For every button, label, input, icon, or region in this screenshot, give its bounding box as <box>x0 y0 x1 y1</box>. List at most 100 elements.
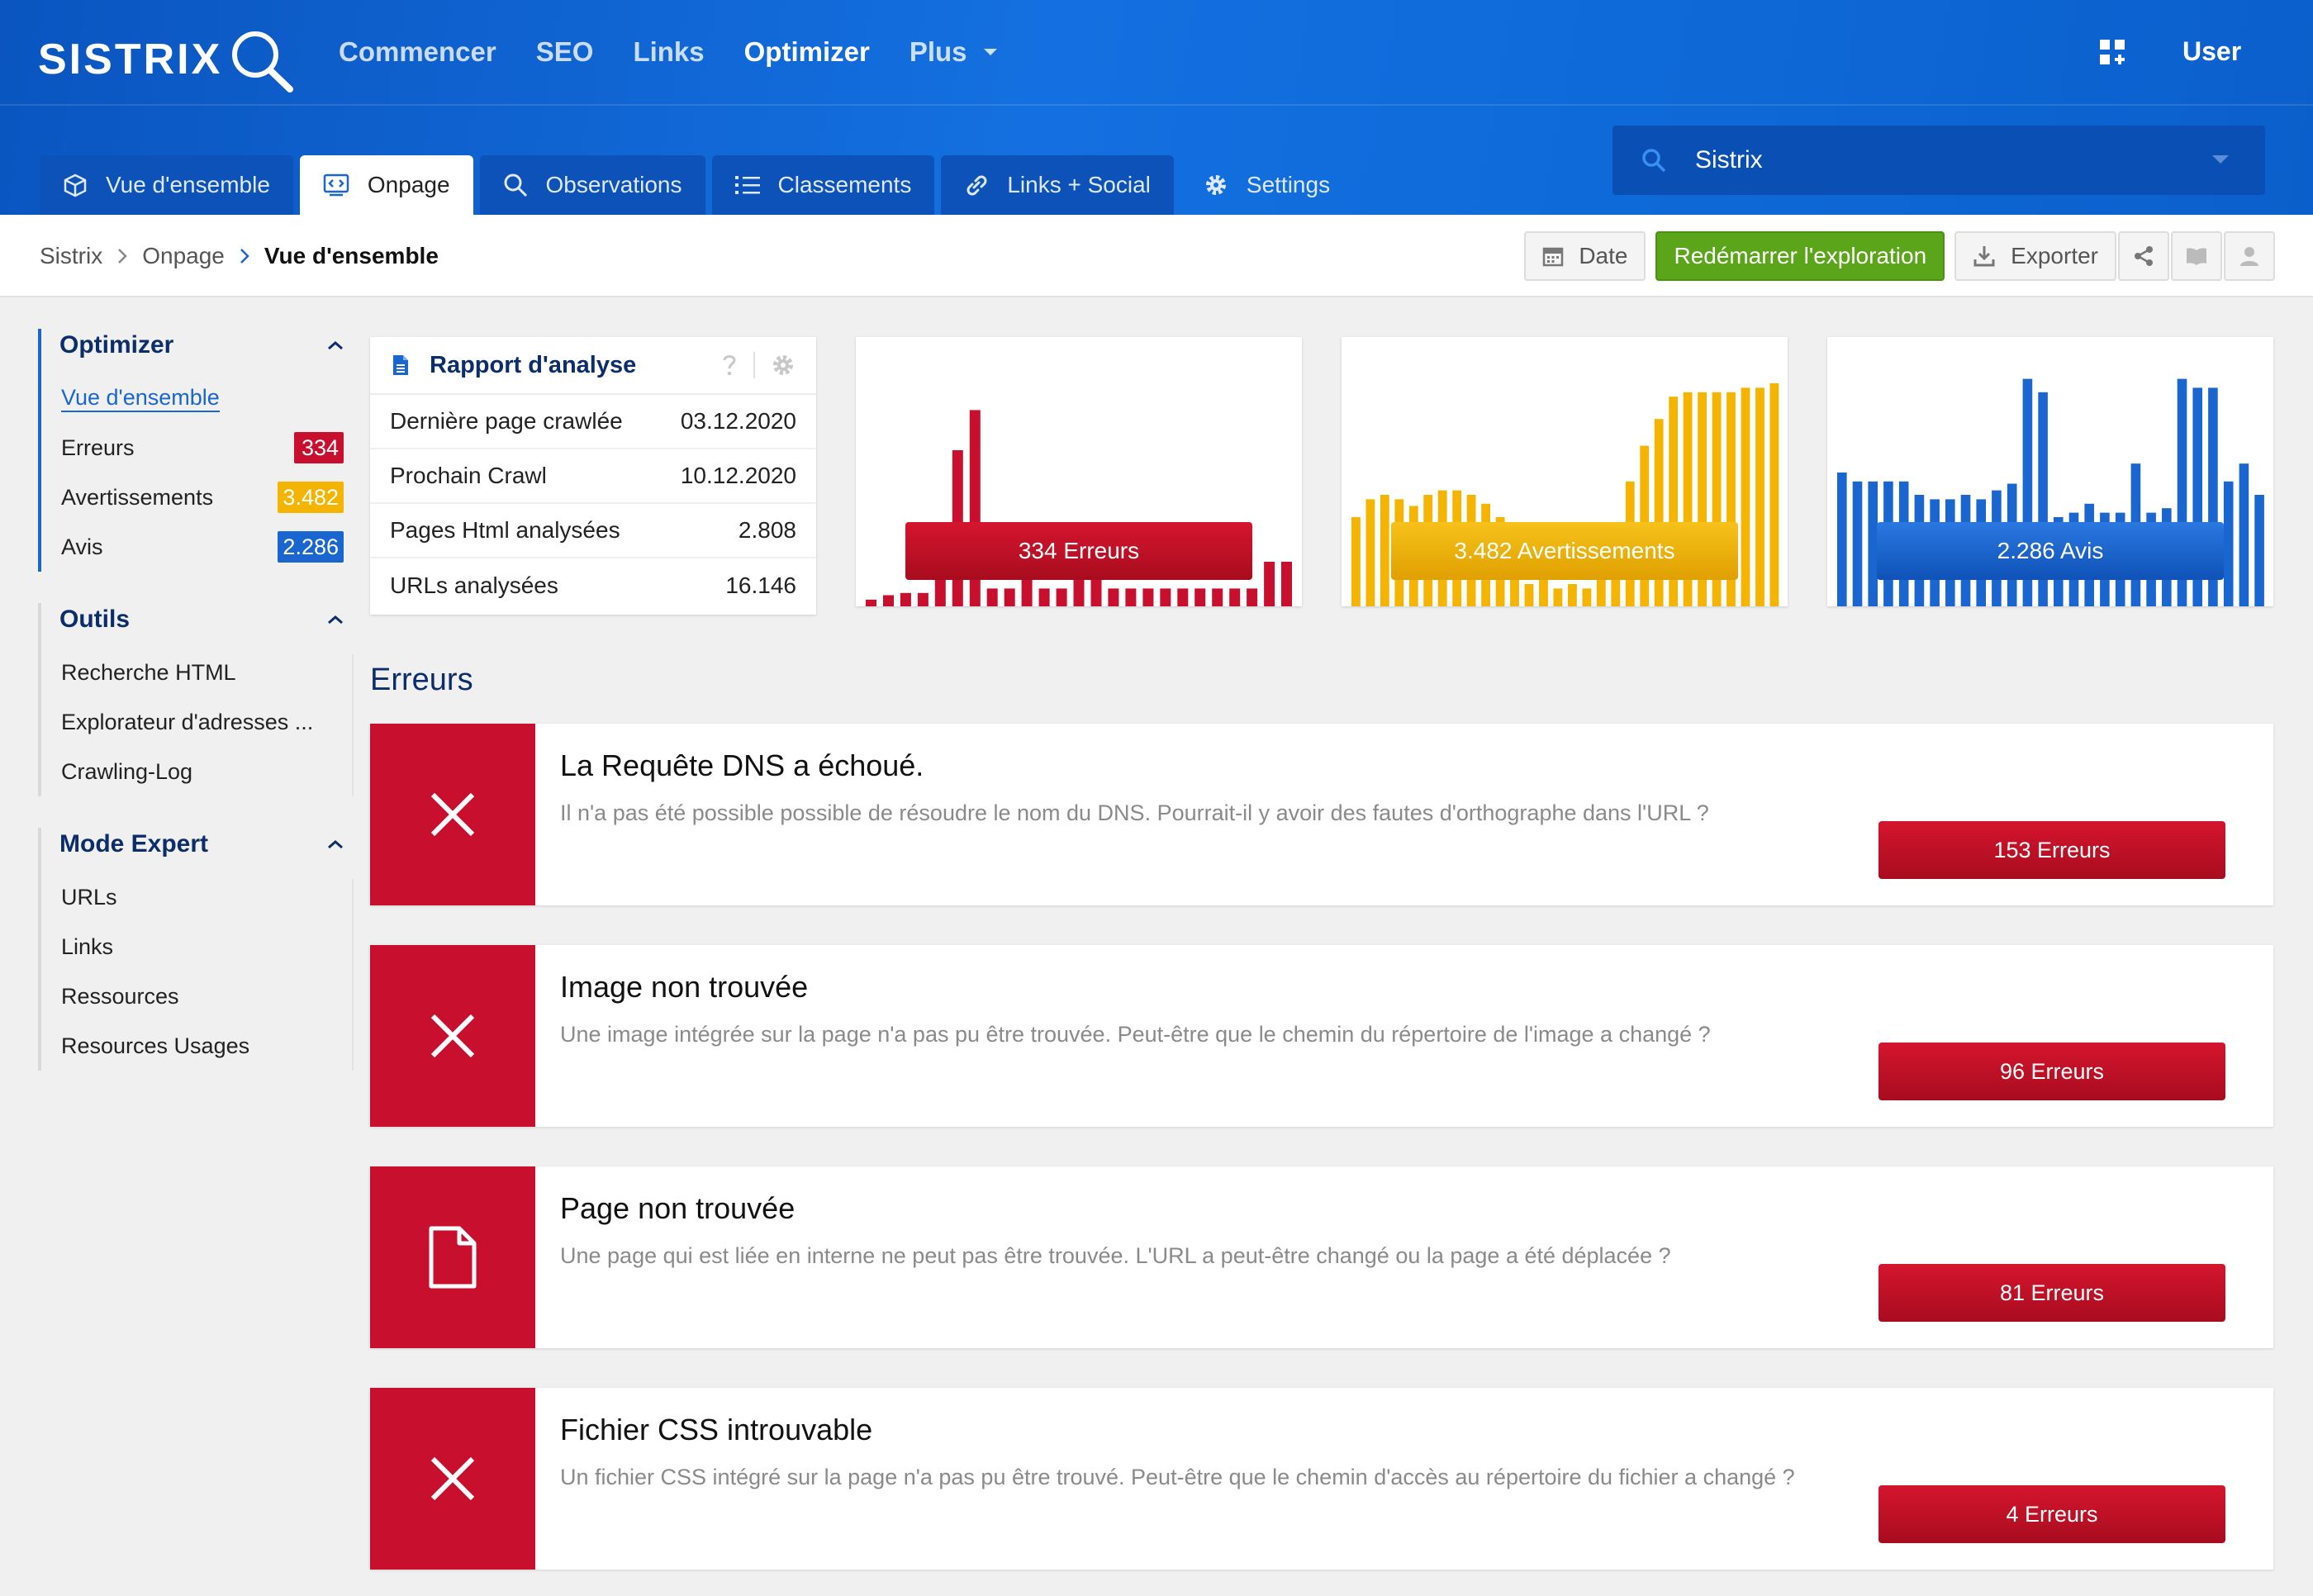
tab-classements[interactable]: Classements <box>711 155 935 215</box>
sidebar-group-outils: Outils Recherche HTML Explorateur d'adre… <box>38 603 354 796</box>
nav-links[interactable]: Links <box>633 36 705 67</box>
chart-bar <box>917 592 929 606</box>
gear-icon[interactable] <box>772 354 795 377</box>
sidebar-item-recherche-html[interactable]: Recherche HTML <box>61 659 236 685</box>
chevron-up-icon <box>327 340 344 350</box>
notices-total-label: 2.286 Avis <box>1877 522 2224 580</box>
kpi-notices-card[interactable]: 2.286 Avis <box>1827 337 2273 606</box>
sidebar-item-urls[interactable]: URLs <box>61 884 117 910</box>
sidebar-group-title[interactable]: Outils <box>41 603 344 636</box>
book-button[interactable] <box>2171 231 2222 281</box>
toolbar: Date Redémarrer l'exploration Exporter <box>1514 231 2275 281</box>
error-count-label: 153 Erreurs <box>1878 821 2225 879</box>
close-icon <box>430 792 475 837</box>
sistrix-logo[interactable]: SISTRIX <box>38 25 297 94</box>
error-description: Une page qui est liée en interne ne peut… <box>560 1243 1671 1268</box>
report-row: Dernière page crawlée 03.12.2020 <box>370 395 816 449</box>
breadcrumb-onpage[interactable]: Onpage <box>142 243 225 268</box>
chart-bar <box>1004 588 1015 606</box>
app-header: SISTRIX Commencer SEO Links Optimizer Pl… <box>0 0 2313 215</box>
errors-section-title: Erreurs <box>370 663 473 697</box>
analysis-report-card: Rapport d'analyse Dernière page crawlée 0… <box>370 337 816 615</box>
kpi-errors-card[interactable]: 334 Erreurs <box>856 337 1302 606</box>
chart-bar <box>1683 392 1693 606</box>
box-icon <box>63 173 88 197</box>
error-count-label: 81 Erreurs <box>1878 1264 2225 1322</box>
error-row[interactable]: Fichier CSS introuvable Un fichier CSS i… <box>370 1388 2273 1570</box>
errors-total-label: 334 Erreurs <box>905 522 1252 580</box>
error-row[interactable]: La Requête DNS a échoué. Il n'a pas été … <box>370 724 2273 905</box>
chart-bar <box>1212 588 1223 606</box>
chart-bar <box>1755 387 1764 606</box>
help-icon[interactable] <box>722 354 737 377</box>
date-button[interactable]: Date <box>1524 231 1646 281</box>
nav-plus[interactable]: Plus <box>910 31 999 73</box>
sidebar-item-resources-usages[interactable]: Resources Usages <box>61 1033 250 1058</box>
restart-crawl-button[interactable]: Redémarrer l'exploration <box>1655 231 1945 281</box>
tab-onpage[interactable]: Onpage <box>299 155 473 215</box>
tab-links-social[interactable]: Links + Social <box>941 155 1174 215</box>
errors-count-badge: 334 <box>294 432 344 463</box>
support-button[interactable] <box>2224 231 2275 281</box>
project-select[interactable]: Sistrix <box>1612 126 2265 195</box>
chart-bar <box>1229 588 1241 606</box>
chart-bar <box>1669 397 1679 606</box>
sidebar-divider <box>352 879 354 1071</box>
sidebar-item-links[interactable]: Links <box>61 933 114 959</box>
link-icon <box>964 173 989 197</box>
chart-bar <box>866 599 876 606</box>
share-button[interactable] <box>2118 231 2169 281</box>
sidebar-item-avertissements[interactable]: Avertissements 3.482 <box>41 473 344 522</box>
nav-optimizer[interactable]: Optimizer <box>743 36 870 67</box>
notices-count-badge: 2.286 <box>278 531 344 563</box>
chart-bar <box>2038 392 2048 606</box>
tab-observations[interactable]: Observations <box>479 155 705 215</box>
book-icon <box>2187 248 2206 265</box>
report-row: Prochain Crawl 10.12.2020 <box>370 449 816 504</box>
chart-bar <box>1194 588 1206 606</box>
tab-vue-ensemble[interactable]: Vue d'ensemble <box>40 155 293 215</box>
chart-bar <box>1852 481 1863 606</box>
sidebar-group-title[interactable]: Optimizer <box>41 329 344 362</box>
chart-bar <box>1741 387 1750 606</box>
breadcrumb-sistrix[interactable]: Sistrix <box>40 243 103 268</box>
logo-text: SISTRIX <box>38 36 223 83</box>
sidebar-item-vue-ensemble[interactable]: Vue d'ensemble <box>41 373 344 423</box>
chart-bar <box>1654 419 1664 606</box>
top-navigation: SISTRIX Commencer SEO Links Optimizer Pl… <box>0 0 2313 106</box>
sidebar-item-erreurs[interactable]: Erreurs 334 <box>41 423 344 473</box>
divider <box>753 352 755 378</box>
chart-bar <box>1539 579 1548 606</box>
chart-bar <box>2239 463 2249 606</box>
tab-settings[interactable]: Settings <box>1180 155 1353 215</box>
chart-bar <box>1568 584 1577 606</box>
project-select-value: Sistrix <box>1695 146 1763 173</box>
nav-commencer[interactable]: Commencer <box>339 36 496 67</box>
error-count-label: 4 Erreurs <box>1878 1485 2225 1543</box>
code-window-icon <box>323 173 349 197</box>
sidebar-item-ressources[interactable]: Ressources <box>61 983 179 1009</box>
breadcrumb-current: Vue d'ensemble <box>264 243 439 268</box>
chevron-up-icon <box>327 615 344 625</box>
report-header: Rapport d'analyse <box>370 337 816 395</box>
error-row[interactable]: Page non trouvée Une page qui est liée e… <box>370 1166 2273 1348</box>
error-title: Page non trouvée <box>560 1191 796 1225</box>
chart-bar <box>2192 387 2202 606</box>
chevron-up-icon <box>327 839 344 849</box>
apps-grid-icon[interactable] <box>2098 38 2126 66</box>
error-row[interactable]: Image non trouvée Une image intégrée sur… <box>370 945 2273 1127</box>
close-icon <box>430 1014 475 1058</box>
sidebar-item-explorateur[interactable]: Explorateur d'adresses ... <box>61 709 314 734</box>
chart-bar <box>1177 588 1189 606</box>
sidebar-group-title[interactable]: Mode Expert <box>41 828 344 861</box>
chart-bar <box>986 588 998 606</box>
export-button[interactable]: Exporter <box>1954 231 2116 281</box>
kpi-warnings-card[interactable]: 3.482 Avertissements <box>1342 337 1788 606</box>
nav-seo[interactable]: SEO <box>535 36 594 67</box>
sidebar-item-avis[interactable]: Avis 2.286 <box>41 522 344 572</box>
sidebar-item-crawling-log[interactable]: Crawling-Log <box>61 758 193 784</box>
user-menu[interactable]: User <box>2182 36 2242 66</box>
chart-bar <box>1553 588 1563 606</box>
search-icon <box>503 173 528 197</box>
support-icon <box>2240 247 2258 266</box>
